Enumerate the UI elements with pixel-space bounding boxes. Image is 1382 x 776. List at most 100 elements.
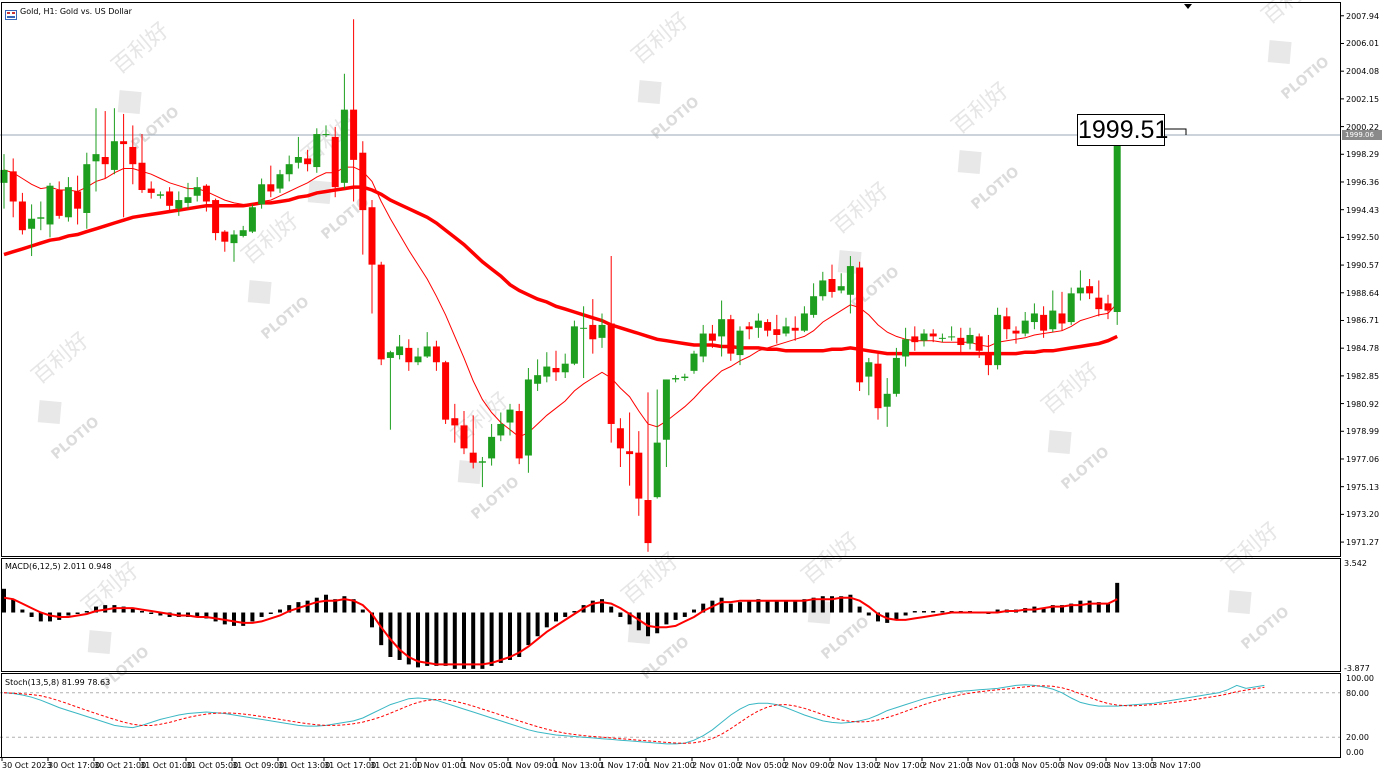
- macd-bar: [130, 608, 135, 613]
- price-axis-label: 1971.27: [1346, 538, 1380, 548]
- macd-bar: [765, 600, 770, 613]
- candle-body: [626, 451, 634, 455]
- time-axis-label: 31 Oct 17:00: [324, 761, 377, 770]
- stoch-level-label: 0.00: [1346, 748, 1364, 757]
- macd-bar: [802, 599, 807, 613]
- candle-body: [0, 169, 8, 183]
- macd-bar: [526, 612, 531, 646]
- candle-body: [883, 393, 891, 407]
- price-axis-label: 1975.13: [1346, 482, 1380, 492]
- candle-body: [984, 352, 992, 366]
- candle-body: [304, 158, 312, 165]
- macd-bar: [94, 606, 98, 613]
- price-axis-label: 1994.43: [1346, 205, 1380, 215]
- candle-body: [18, 201, 26, 231]
- panel-border-2: [1, 673, 1341, 758]
- candle-body: [561, 363, 569, 373]
- candle-body: [506, 409, 514, 423]
- panel-border-1: [1, 558, 1341, 672]
- candles: [0, 4, 1192, 552]
- time-axis-label: 31 Oct 21:00: [370, 761, 423, 770]
- price-axis-label: 2004.08: [1346, 67, 1380, 77]
- candle-body: [1040, 314, 1048, 331]
- macd-bar: [784, 600, 788, 613]
- candle-body: [488, 436, 496, 459]
- candle-body: [469, 452, 477, 463]
- candle-body: [708, 333, 716, 341]
- price-axis-label: 2006.01: [1346, 39, 1380, 49]
- candle-body: [55, 190, 63, 216]
- candle-body: [285, 164, 293, 175]
- candle-body: [810, 296, 818, 315]
- macd-bar: [1050, 605, 1055, 613]
- candle-body: [350, 109, 358, 160]
- candle-body: [552, 367, 560, 373]
- watermark-cn: 百利好: [107, 18, 174, 80]
- macd-bar: [995, 609, 1000, 613]
- macd-bar: [692, 609, 696, 613]
- shift-marker[interactable]: [1184, 4, 1192, 9]
- candle-body: [110, 141, 118, 170]
- candle-body: [92, 154, 100, 162]
- candle-body: [359, 152, 367, 211]
- macd-bar: [158, 612, 163, 616]
- price-axis-label: 2002.15: [1346, 94, 1380, 104]
- macd-bar: [416, 612, 420, 668]
- macd-bar: [268, 612, 273, 614]
- candle-body: [221, 231, 229, 242]
- macd-min-label: -3.877: [1344, 664, 1370, 673]
- candle-body: [386, 352, 394, 358]
- candle-body: [874, 363, 882, 409]
- candle-body: [101, 157, 109, 165]
- macd-bar: [241, 612, 246, 626]
- macd-bar: [940, 611, 945, 613]
- candle-body: [322, 134, 330, 136]
- macd-bar: [866, 612, 871, 616]
- macd-bar: [1106, 603, 1110, 613]
- macd-bar: [820, 596, 825, 613]
- macd-bar: [278, 609, 282, 613]
- price-axis-label: 1973.20: [1346, 510, 1380, 520]
- time-axis-label: 30 Oct 17:00: [48, 761, 101, 770]
- candle-body: [800, 313, 808, 331]
- watermark-cn: 百利好: [1257, 0, 1324, 29]
- macd-bar: [489, 612, 494, 666]
- candle-body: [994, 314, 1002, 366]
- candle-body: [727, 319, 735, 354]
- candle-body: [1086, 286, 1094, 294]
- watermark-cn: 百利好: [827, 178, 894, 240]
- macd-panel: [2, 582, 1120, 669]
- macd-bar: [324, 594, 328, 613]
- time-axis-label: 31 Oct 09:00: [232, 761, 285, 770]
- macd-bar: [774, 600, 779, 613]
- time-axis-label: 2 Nov 01:00: [692, 761, 741, 770]
- watermark-cn: 百利好: [627, 8, 694, 70]
- candle-body: [856, 267, 864, 383]
- candle-body: [497, 423, 505, 436]
- symbol-icon: [5, 5, 17, 20]
- chart-title: Gold, H1: Gold vs. US Dollar: [20, 7, 132, 16]
- candle-body: [83, 164, 91, 213]
- price-axis-label: 1980.92: [1346, 399, 1380, 409]
- candle-body: [580, 327, 588, 329]
- macd-bar: [544, 612, 549, 628]
- macd-bar: [600, 599, 604, 613]
- ma-slow: [3, 185, 1118, 356]
- macd-bar: [2, 588, 6, 613]
- candle-body: [1058, 313, 1066, 324]
- candle-body: [1021, 320, 1029, 334]
- candle-body: [1104, 303, 1112, 311]
- current-price-tag: 1999.06: [1342, 130, 1382, 140]
- candle-body: [166, 191, 174, 206]
- price-axis-label: 2007.94: [1346, 11, 1380, 21]
- price-axis-label: 1986.71: [1346, 316, 1380, 326]
- price-axis-label: 1977.06: [1346, 454, 1380, 464]
- candle-body: [662, 379, 670, 440]
- candle-body: [966, 334, 974, 344]
- moving-averages: [0, 134, 1340, 438]
